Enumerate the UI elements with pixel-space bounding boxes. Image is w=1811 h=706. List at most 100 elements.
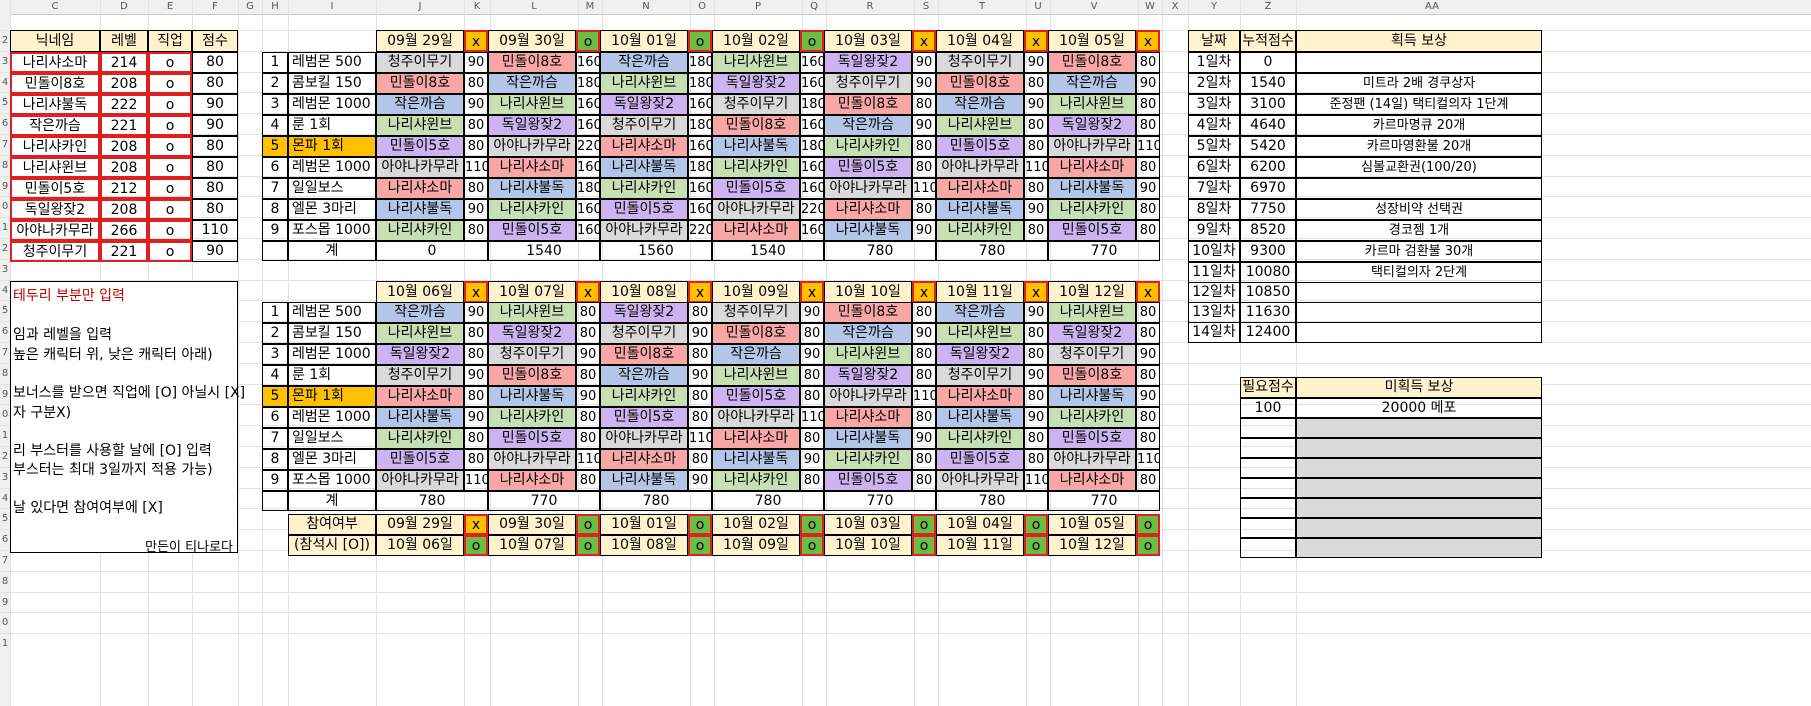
participation-flag[interactable]: o [464,535,488,556]
participation-flag[interactable]: o [1024,535,1048,556]
character-level[interactable]: 208 [100,157,148,178]
column-letter[interactable]: L [531,1,537,12]
row-number[interactable]: 9 [1,388,9,400]
row-number[interactable]: 9 [1,596,9,608]
booster-flag-cell[interactable]: o [576,30,600,52]
character-job[interactable]: o [148,157,192,178]
character-name[interactable]: 민돌이8호 [10,73,100,94]
row-number[interactable]: 7 [1,347,9,358]
character-level[interactable]: 214 [100,52,148,73]
row-number[interactable]: 4 [1,284,9,296]
booster-flag-cell[interactable]: x [1024,281,1048,303]
column-letter[interactable]: Q [810,1,818,12]
character-name[interactable]: 나리샤불독 [10,94,100,115]
row-number[interactable]: 1 [1,222,9,234]
character-level[interactable]: 212 [100,178,148,199]
column-letter[interactable]: Y [1210,1,1218,12]
row-number[interactable]: 1 [1,430,9,442]
character-job[interactable]: o [148,52,192,73]
character-job[interactable]: o [148,73,192,94]
character-name[interactable]: 나리샤카인 [10,136,100,157]
participation-flag[interactable]: o [800,535,824,556]
row-number[interactable]: 3 [1,55,9,67]
character-level[interactable]: 266 [100,220,148,241]
row-number[interactable]: 3 [1,471,9,483]
row-number[interactable]: 5 [1,513,9,525]
row-number[interactable]: 7 [1,555,9,566]
column-letter[interactable]: K [473,1,481,12]
column-letter[interactable]: R [866,1,874,12]
row-number[interactable]: 6 [1,326,9,338]
row-number[interactable]: 6 [1,534,9,546]
character-name[interactable]: 작은까슴 [10,115,100,136]
column-letter[interactable]: S [922,1,930,12]
booster-flag-cell[interactable]: x [464,281,488,303]
row-number[interactable]: 6 [1,118,9,130]
booster-flag-cell[interactable]: o [688,30,712,52]
row-number[interactable]: 8 [1,159,9,171]
row-number[interactable]: 2 [1,35,9,46]
row-number[interactable]: 8 [1,367,9,379]
row-number[interactable]: 5 [1,97,9,109]
character-level[interactable]: 222 [100,94,148,115]
booster-flag-cell[interactable]: x [464,30,488,52]
row-number[interactable]: 1 [1,638,9,650]
column-letter[interactable]: W [1145,1,1155,12]
character-job[interactable]: o [148,220,192,241]
character-name[interactable]: 나리샤윈브 [10,157,100,178]
participation-flag[interactable]: o [688,535,712,556]
row-number[interactable]: 3 [1,263,9,275]
column-letter[interactable]: X [1171,1,1179,12]
column-letter[interactable]: Z [1264,1,1272,12]
row-number[interactable]: 4 [1,76,9,88]
row-number[interactable]: 5 [1,305,9,317]
character-level[interactable]: 208 [100,73,148,94]
column-letter[interactable]: F [212,1,218,12]
column-letter[interactable]: AA [1425,1,1439,12]
participation-flag[interactable]: o [800,514,824,535]
character-job[interactable]: o [148,178,192,199]
character-name[interactable]: 나리샤소마 [10,52,100,73]
column-letter[interactable]: E [166,1,174,12]
character-level[interactable]: 208 [100,199,148,220]
row-number[interactable]: 8 [1,575,9,587]
participation-flag[interactable]: o [912,514,936,535]
column-letter[interactable]: I [330,1,334,12]
character-name[interactable]: 아야나카무라 [10,220,100,241]
character-level[interactable]: 221 [100,241,148,262]
column-letter[interactable]: G [246,1,254,12]
row-number[interactable]: 2 [1,451,9,462]
character-job[interactable]: o [148,115,192,136]
column-letter[interactable]: M [585,1,595,12]
column-letter[interactable]: O [698,1,706,12]
row-number[interactable]: 4 [1,492,9,504]
row-number[interactable]: 7 [1,139,9,150]
booster-flag-cell[interactable]: x [912,281,936,303]
character-level[interactable]: 221 [100,115,148,136]
booster-flag-cell[interactable]: x [1136,30,1160,52]
booster-flag-cell[interactable]: x [1136,281,1160,303]
row-number[interactable]: 9 [1,180,9,192]
booster-flag-cell[interactable]: x [912,30,936,52]
participation-flag[interactable]: o [576,514,600,535]
column-letter[interactable]: N [642,1,650,12]
column-letter[interactable]: D [120,1,128,12]
row-number[interactable]: 0 [1,201,9,213]
column-letter[interactable]: V [1090,1,1098,12]
row-number[interactable]: 0 [1,617,9,629]
participation-flag[interactable]: o [1024,514,1048,535]
participation-flag[interactable]: o [912,535,936,556]
column-letter[interactable]: U [1034,1,1042,12]
booster-flag-cell[interactable]: x [688,281,712,303]
booster-flag-cell[interactable]: o [800,30,824,52]
character-name[interactable]: 청주이무기 [10,241,100,262]
participation-flag[interactable]: x [464,514,488,535]
character-level[interactable]: 208 [100,136,148,157]
column-letter[interactable]: H [271,1,279,12]
booster-flag-cell[interactable]: x [800,281,824,303]
booster-flag-cell[interactable]: x [576,281,600,303]
character-name[interactable]: 독일왕잦2 [10,199,100,220]
character-job[interactable]: o [148,199,192,220]
character-job[interactable]: o [148,94,192,115]
